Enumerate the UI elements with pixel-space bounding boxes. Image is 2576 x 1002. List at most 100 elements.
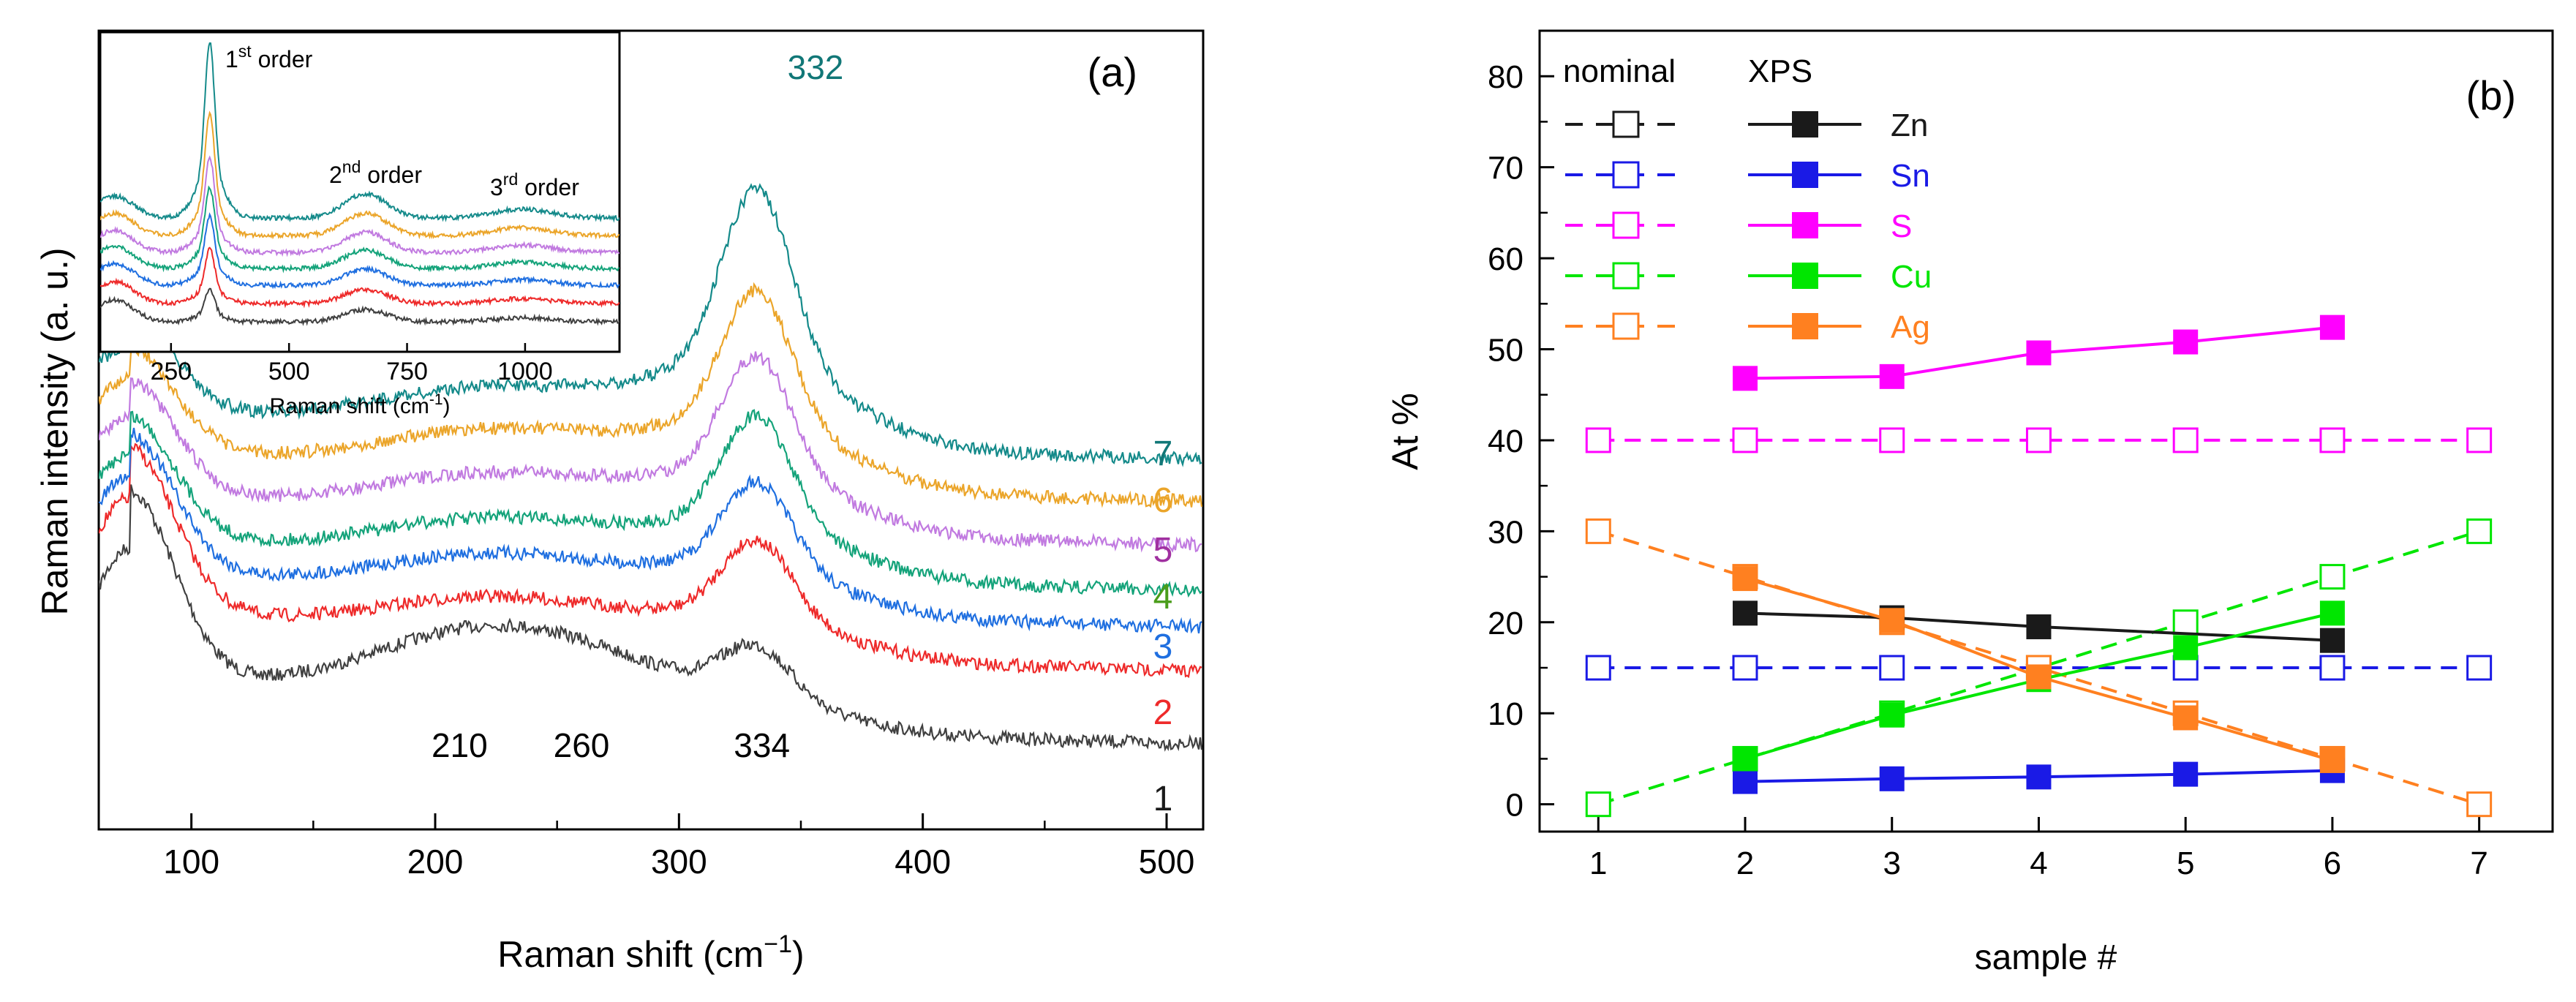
xps-point-Sn [2026,764,2052,790]
legend-xps-marker-Cu [1792,263,1818,289]
legend-label-Cu: Cu [1891,259,1932,295]
series-label-2: 2 [1153,693,1173,732]
nominal-point-S [2172,427,2199,453]
inset-xtick-label: 250 [150,358,192,385]
legend-label-Sn: Sn [1891,158,1930,194]
inset-line-7 [100,42,619,223]
b-ytick-label: 10 [1488,696,1524,732]
panel-a-ticks: 100 200 300 400 500 [163,813,1194,881]
panel-a-label: (a) [1088,49,1137,95]
spectrum-line-5 [99,351,1202,553]
spectrum-line-4 [99,409,1202,598]
b-ytick-label: 60 [1488,241,1524,277]
panel-b-series [1585,314,2493,818]
legend-label-Zn: Zn [1891,108,1928,143]
xps-point-Cu [2319,600,2345,626]
inset-line-6 [100,110,619,240]
nominal-point-S [1585,427,1611,453]
b-ytick-label: 20 [1488,606,1524,641]
inset-annotation-2nd: 2nd order [329,157,422,188]
xps-point-Ag [1733,566,1758,592]
legend-xps-marker-Ag [1792,313,1818,339]
b-xtick-label: 6 [2324,845,2341,881]
inset-spectra [100,42,619,326]
inset-xtick-label: 500 [268,358,310,385]
panel-a-series-labels: 1 2 3 4 5 6 7 [1153,434,1173,818]
nominal-point-Sn [2466,655,2493,681]
b-ytick-label: 0 [1506,788,1524,824]
peak-label-332: 332 [788,48,844,86]
xps-point-S [2026,340,2052,366]
inset-plot: 250 500 750 1000 Raman shift (cm-1) 1st ord… [99,31,621,418]
xps-point-Zn [1733,600,1758,626]
panel-b-label: (b) [2466,72,2516,118]
spectrum-line-1 [99,484,1203,752]
panel-b-frame [1538,29,2554,833]
peak-label-210: 210 [432,726,488,764]
panel-a-ylabel: Raman intensity (a. u.) [34,248,75,616]
xps-point-Cu [2173,635,2199,660]
panel-a-xlabel: Raman shift (cm−1) [497,930,804,975]
a-xtick-label: 200 [407,843,464,881]
nominal-point-Ag [2466,791,2493,818]
legend-nominal-marker-S [1612,211,1640,239]
series-label-7: 7 [1153,434,1173,473]
xps-point-Cu [1879,702,1905,728]
spectrum-line-3 [99,427,1202,634]
b-ytick-label: 50 [1488,333,1524,369]
a-xtick-label: 500 [1139,843,1195,881]
nominal-point-S [2025,427,2052,453]
b-xtick-label: 3 [1883,845,1900,881]
xps-point-Cu [1733,746,1758,772]
series-label-4: 4 [1153,578,1173,617]
nominal-point-Ag [1585,518,1611,544]
panel-a-frame [97,29,1205,831]
legend-xps-marker-Sn [1792,162,1818,188]
b-ytick-label: 80 [1488,59,1524,95]
series-label-6: 6 [1153,481,1173,520]
a-xtick-label: 300 [651,843,707,881]
inset-line-5 [100,155,619,257]
b-xtick-label: 2 [1736,845,1754,881]
nominal-point-Cu [1585,791,1611,818]
nominal-point-Sn [2319,655,2346,681]
legend-header-nominal: nominal [1563,53,1676,89]
nominal-point-S [1879,427,1905,453]
legend-nominal-marker-Ag [1612,312,1640,340]
nominal-point-Cu [2319,564,2346,590]
inset-xtick-label: 750 [386,358,428,385]
inset-line-3 [100,212,619,290]
panel-b-ylabel: At % [1385,393,1426,470]
legend-nominal-marker-Sn [1612,161,1640,189]
xps-point-S [1733,366,1758,391]
legend-nominal-marker-Cu [1612,262,1640,290]
nominal-point-Sn [1879,655,1905,681]
legend-label-Ag: Ag [1891,309,1930,345]
panel-b-xlabel: sample # [1975,938,2117,977]
spectrum-line-6 [99,282,1203,509]
legend-label-S: S [1891,208,1912,244]
nominal-point-S [1732,427,1758,453]
panel-a-peak-labels: 332 210 260 334 [432,48,843,764]
b-xtick-label: 4 [2030,845,2047,881]
spectrum-line-7 [99,183,1202,467]
xps-point-S [2173,329,2199,355]
xps-point-Ag [2026,664,2052,690]
b-ytick-label: 30 [1488,514,1524,550]
peak-label-334: 334 [734,726,790,764]
xps-point-Sn [1879,766,1905,791]
panel-a-spectra [99,183,1203,752]
b-ytick-label: 40 [1488,423,1524,459]
nominal-point-Cu [2466,518,2493,544]
xps-point-S [1879,363,1905,389]
panel-a: 100 200 300 400 500 (a) Raman shift (cm−1) R… [34,29,1205,975]
inset-annotation-3rd: 3rd order [490,170,579,200]
xps-line-Zn [1744,611,2332,642]
nominal-point-Cu [2172,609,2199,636]
xps-point-Zn [2026,614,2052,640]
series-label-1: 1 [1153,780,1173,818]
nominal-point-S [2466,427,2493,453]
legend-xps-marker-S [1792,212,1818,238]
